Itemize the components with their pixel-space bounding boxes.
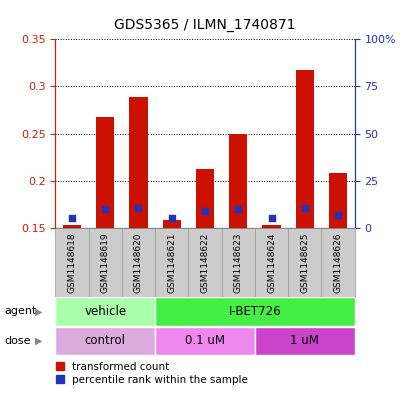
Bar bbox=[63, 225, 81, 228]
Bar bbox=[96, 117, 114, 228]
FancyBboxPatch shape bbox=[254, 327, 354, 355]
Point bbox=[267, 215, 274, 221]
Point bbox=[168, 215, 175, 221]
FancyBboxPatch shape bbox=[55, 327, 155, 355]
Text: GSM1148619: GSM1148619 bbox=[101, 232, 110, 293]
Point bbox=[334, 211, 340, 218]
FancyBboxPatch shape bbox=[155, 327, 254, 355]
FancyBboxPatch shape bbox=[88, 228, 121, 297]
FancyBboxPatch shape bbox=[288, 228, 321, 297]
Bar bbox=[295, 70, 313, 228]
Text: dose: dose bbox=[4, 336, 31, 346]
Point bbox=[301, 205, 307, 211]
Text: control: control bbox=[85, 334, 126, 347]
Text: GSM1148618: GSM1148618 bbox=[67, 232, 76, 293]
Text: GSM1148622: GSM1148622 bbox=[200, 232, 209, 292]
FancyBboxPatch shape bbox=[254, 228, 288, 297]
Text: GSM1148623: GSM1148623 bbox=[233, 232, 242, 292]
Text: ▶: ▶ bbox=[35, 307, 42, 316]
Point bbox=[234, 206, 241, 212]
Text: ▶: ▶ bbox=[35, 336, 42, 346]
Text: GSM1148621: GSM1148621 bbox=[167, 232, 176, 292]
Text: GDS5365 / ILMN_1740871: GDS5365 / ILMN_1740871 bbox=[114, 18, 295, 32]
FancyBboxPatch shape bbox=[121, 228, 155, 297]
Bar bbox=[328, 173, 346, 228]
Text: 0.1 uM: 0.1 uM bbox=[184, 334, 225, 347]
Point bbox=[201, 208, 208, 214]
Text: agent: agent bbox=[4, 307, 36, 316]
FancyBboxPatch shape bbox=[188, 228, 221, 297]
Bar bbox=[129, 97, 147, 228]
Bar bbox=[162, 220, 180, 228]
Text: I-BET726: I-BET726 bbox=[228, 305, 281, 318]
Point bbox=[135, 205, 142, 211]
Text: 1 uM: 1 uM bbox=[290, 334, 319, 347]
FancyBboxPatch shape bbox=[55, 297, 155, 325]
FancyBboxPatch shape bbox=[155, 297, 354, 325]
FancyBboxPatch shape bbox=[321, 228, 354, 297]
Bar bbox=[196, 169, 213, 228]
Text: GSM1148620: GSM1148620 bbox=[134, 232, 143, 292]
FancyBboxPatch shape bbox=[155, 228, 188, 297]
Text: GSM1148626: GSM1148626 bbox=[333, 232, 342, 292]
Legend: transformed count, percentile rank within the sample: transformed count, percentile rank withi… bbox=[54, 361, 249, 386]
Point bbox=[69, 215, 75, 221]
Text: GSM1148624: GSM1148624 bbox=[266, 232, 275, 292]
Bar bbox=[262, 225, 280, 228]
Point bbox=[102, 206, 108, 212]
FancyBboxPatch shape bbox=[221, 228, 254, 297]
Text: GSM1148625: GSM1148625 bbox=[299, 232, 308, 292]
Text: vehicle: vehicle bbox=[84, 305, 126, 318]
FancyBboxPatch shape bbox=[55, 228, 88, 297]
Bar bbox=[229, 134, 247, 228]
